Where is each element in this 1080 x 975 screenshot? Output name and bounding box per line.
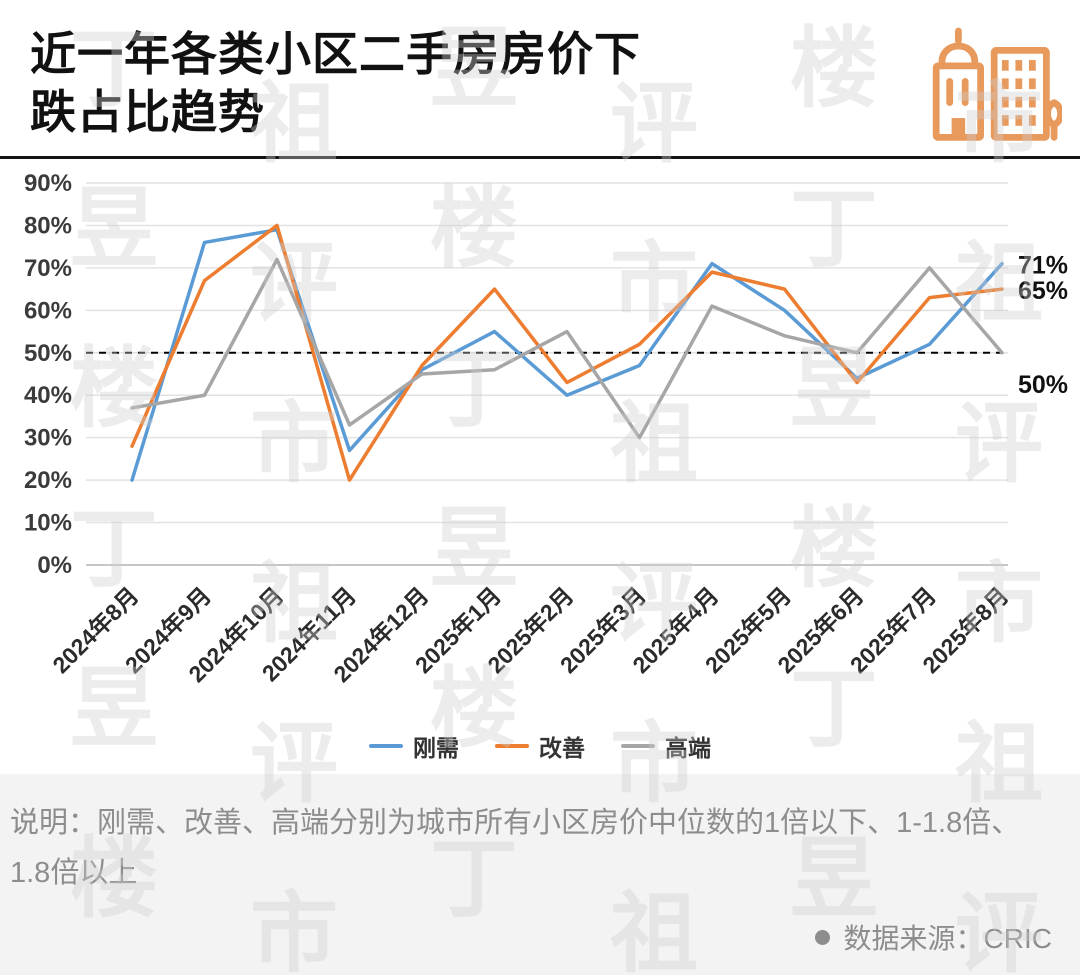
legend-line-swatch-orange: [495, 744, 529, 748]
footer-note-area: 说明：刚需、改善、高端分别为城市所有小区房价中位数的1倍以下、1-1.8倍、1.…: [0, 773, 1080, 975]
dome-outline: [938, 42, 979, 70]
data-source-label: 数据来源：CRIC: [843, 923, 1052, 954]
svg-text:60%: 60%: [24, 297, 72, 324]
legend-line-swatch-gray: [621, 744, 655, 748]
svg-text:90%: 90%: [24, 170, 72, 197]
svg-text:0%: 0%: [37, 552, 72, 579]
svg-text:50%: 50%: [24, 340, 72, 367]
svg-text:40%: 40%: [24, 382, 72, 409]
title-line-1: 近一年各类小区二手房房价下: [30, 28, 641, 80]
title-line-2: 跌占比趋势: [30, 85, 265, 138]
legend-label: 高端: [665, 735, 711, 761]
city-buildings-icon: [907, 4, 1064, 149]
title-divider: [0, 156, 1080, 159]
svg-text:71%: 71%: [1018, 252, 1068, 280]
svg-text:50%: 50%: [1018, 371, 1068, 399]
svg-text:30%: 30%: [24, 425, 72, 452]
svg-text:70%: 70%: [24, 255, 72, 282]
svg-text:10%: 10%: [24, 510, 72, 537]
legend-item-gangxu: 刚需: [369, 729, 459, 763]
page-title: 近一年各类小区二手房房价下 跌占比趋势: [30, 26, 1050, 141]
methodology-note: 说明：刚需、改善、高端分别为城市所有小区房价中位数的1倍以下、1-1.8倍、1.…: [10, 806, 1021, 890]
dot-icon: [814, 929, 830, 945]
legend-line-swatch-blue: [369, 744, 403, 748]
legend-label: 改善: [539, 735, 585, 761]
chart-canvas: 0%10%20%30%40%50%60%70%80%90%2024年8月2024…: [24, 170, 1068, 687]
chart-legend: 刚需 改善 高端: [0, 729, 1080, 763]
header: 近一年各类小区二手房房价下 跌占比趋势: [0, 0, 1080, 156]
legend-label: 刚需: [413, 735, 459, 761]
svg-text:80%: 80%: [24, 212, 72, 239]
svg-text:65%: 65%: [1018, 277, 1068, 305]
line-chart: 0% 10% 20% 30% 40% 50% 60% 70% 80% 90% 2024年8月 2024…: [0, 159, 1080, 745]
svg-text:20%: 20%: [24, 467, 72, 494]
data-source-row: 数据来源：CRIC: [10, 917, 1052, 957]
legend-item-gaoduan: 高端: [621, 729, 711, 763]
legend-item-gaishan: 改善: [495, 729, 585, 763]
